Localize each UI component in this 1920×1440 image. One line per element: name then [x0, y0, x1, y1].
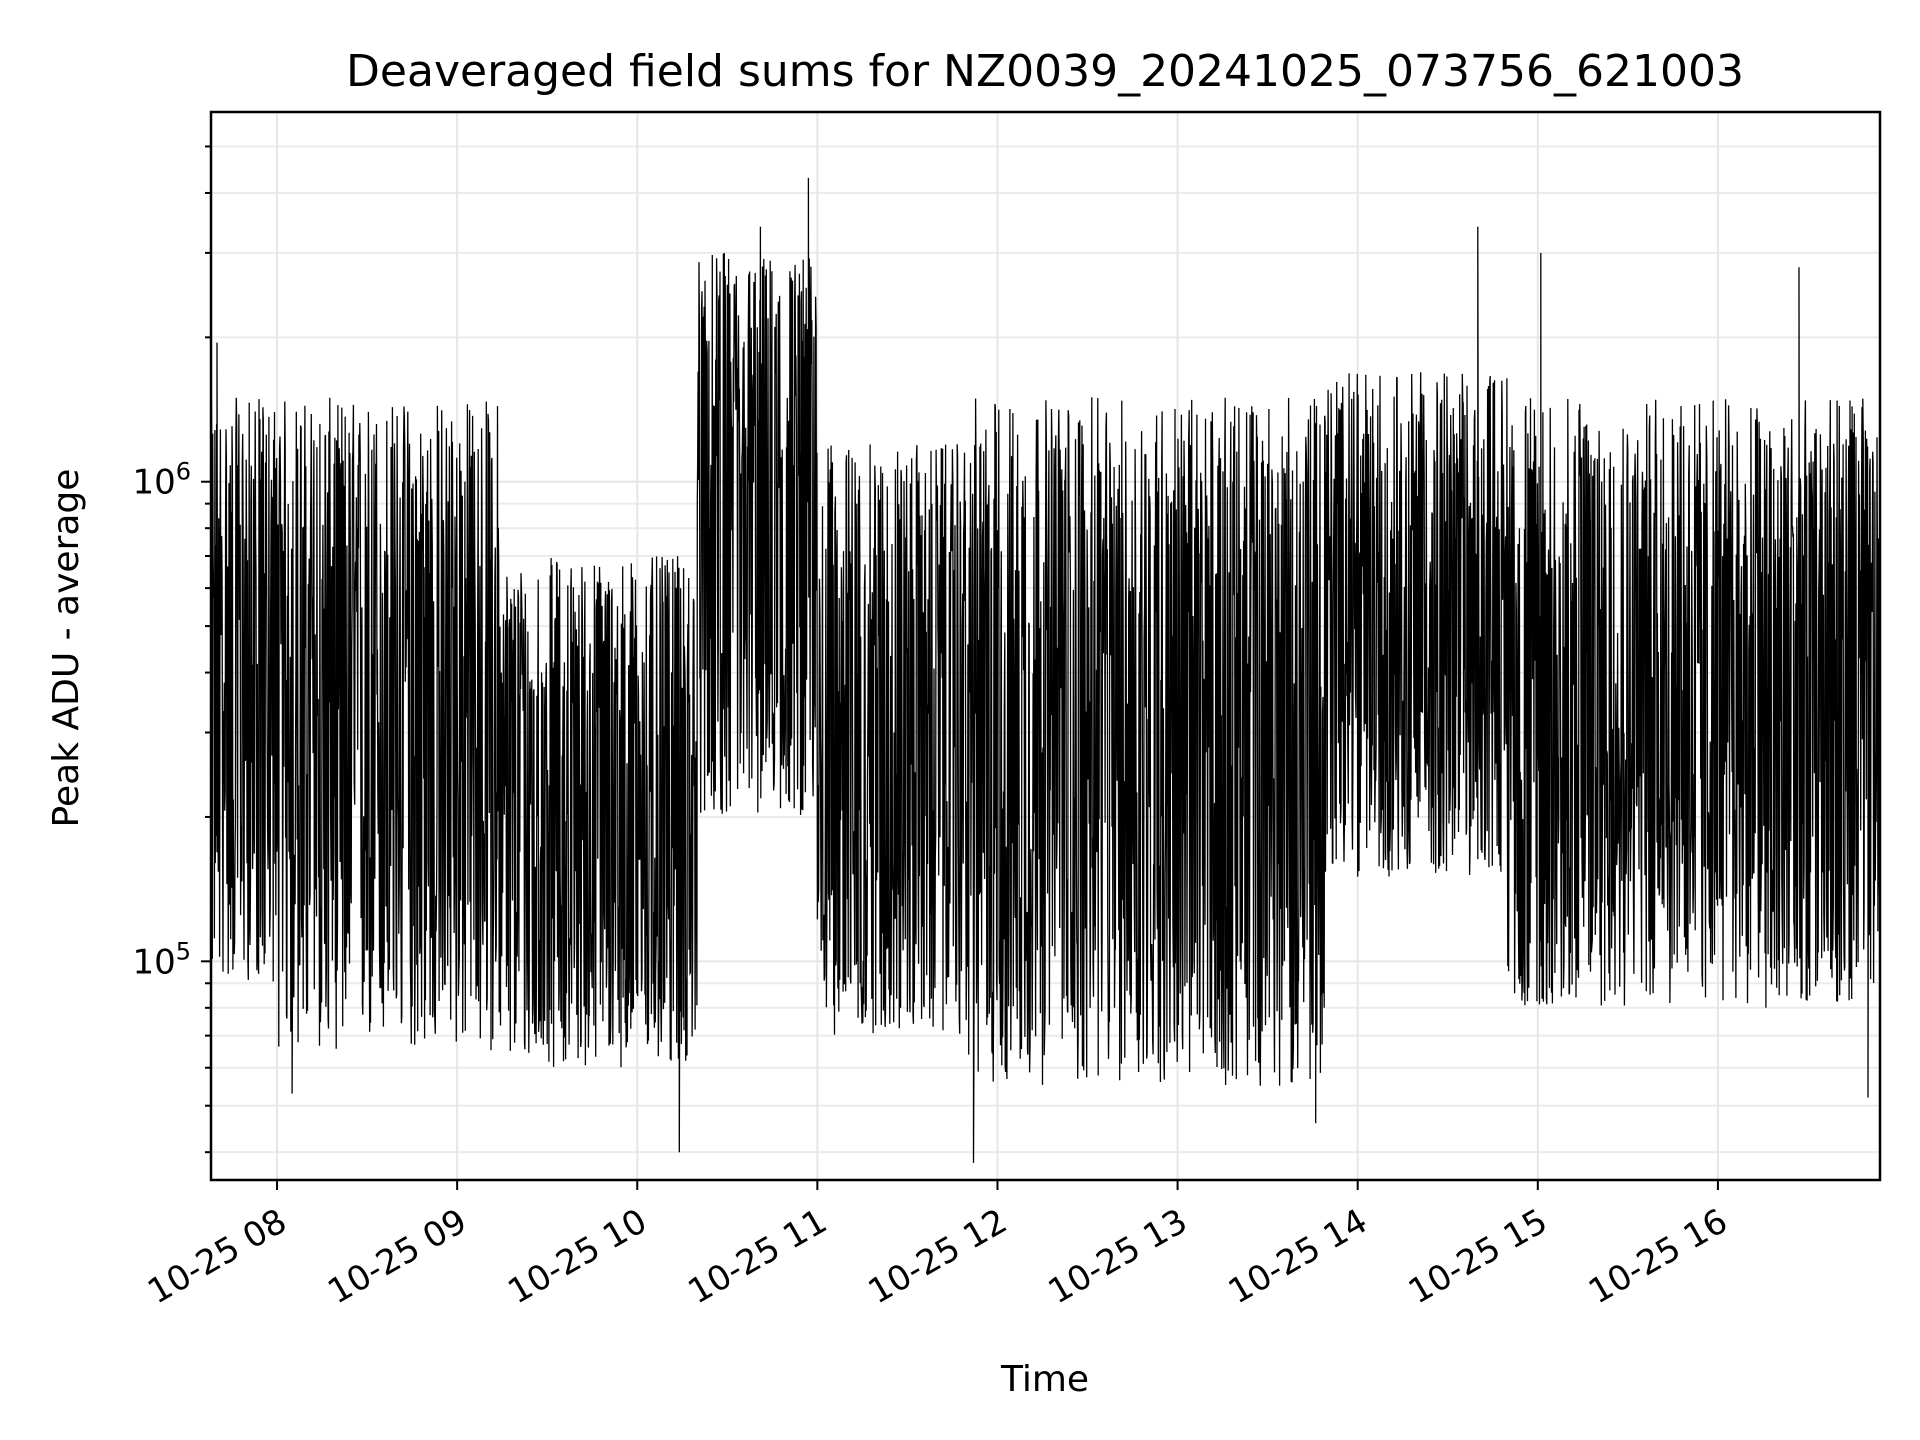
y-tick-label: 105 — [132, 937, 191, 982]
chart-title: Deaveraged field sums for NZ0039_2024102… — [346, 46, 1744, 97]
plot-frame — [209, 110, 1882, 1182]
series-line — [210, 177, 1881, 1163]
y-axis: 105 106 — [132, 145, 211, 1154]
y-tick-label: 106 — [132, 458, 191, 503]
y-axis-label: Peak ADU - average — [46, 469, 87, 828]
series — [210, 177, 1881, 1163]
x-axis-label: Time — [1000, 1359, 1089, 1400]
